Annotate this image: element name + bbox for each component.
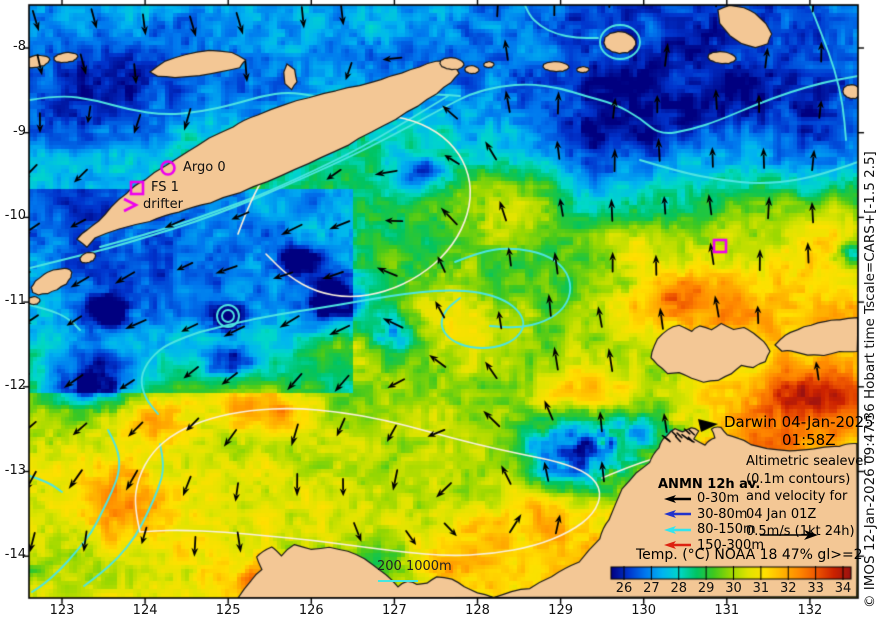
altimetric-note-line: Altimetric sealevel — [746, 454, 867, 469]
lon-tick-label: 123 — [49, 603, 75, 618]
darwin-time-label: 01:58Z — [782, 431, 836, 449]
colorbar-tick-label: 31 — [752, 581, 770, 596]
lon-tick-label: 132 — [797, 603, 823, 618]
colorbar-tick-label: 26 — [615, 581, 633, 596]
lon-tick-label: 131 — [714, 603, 740, 618]
anmn-depth-arrow — [664, 541, 691, 549]
altimetric-note-line: and velocity for — [746, 489, 848, 504]
lon-tick-label: 124 — [132, 603, 158, 618]
station-label-argo: Argo 0 — [183, 160, 226, 175]
lon-tick-label: 125 — [215, 603, 241, 618]
lon-tick-label: 130 — [631, 603, 657, 618]
colorbar-tick-label: 28 — [670, 581, 688, 596]
anmn-depth-label: 30-80m — [697, 506, 748, 522]
anmn-depth-label: 150-300m — [697, 537, 764, 553]
isobath-sample-line — [378, 580, 418, 582]
copyright-text: © IMOS 12-Jan-2026 09:47:36 Hobart time … — [862, 151, 878, 608]
lat-tick-label: -9 — [13, 123, 26, 139]
colorbar-tick-label: 32 — [779, 581, 797, 596]
colorbar-tick-label: 29 — [697, 581, 715, 596]
anmn-depth-label: 0-30m — [697, 491, 740, 506]
lon-tick-label: 126 — [298, 603, 324, 618]
lat-tick-label: -14 — [4, 547, 26, 563]
velocity-scale-arrow — [760, 530, 818, 540]
anmn-depth-arrow — [664, 494, 691, 503]
colorbar-tick-label: 30 — [725, 581, 742, 596]
lat-tick-label: -12 — [4, 377, 26, 393]
station-label-drifter: drifter — [143, 197, 183, 212]
anmn-legend-row: 30-80m — [664, 507, 747, 522]
lon-tick-label: 128 — [465, 603, 490, 618]
anmn-legend-title: ANMN 12h av. — [658, 477, 761, 492]
colorbar-tick-label: 34 — [834, 581, 852, 596]
anmn-legend-row: 80-150m — [664, 522, 756, 537]
lat-tick-label: -11 — [4, 293, 26, 309]
lat-tick-label: -8 — [13, 39, 26, 54]
lon-tick-label: 127 — [381, 603, 407, 618]
darwin-label: Darwin 04-Jan-2025 — [724, 413, 874, 431]
colorbar-tick-label: 33 — [807, 581, 824, 596]
station-label-fs1: FS 1 — [151, 180, 179, 195]
colorbar-title: Temp. (°C) NOAA 18 47% gl>=2 — [636, 547, 863, 563]
lat-tick-label: -10 — [4, 208, 26, 224]
anmn-depth-arrow — [664, 510, 691, 518]
lat-tick-label: -13 — [4, 462, 26, 478]
anmn-depth-arrow — [664, 525, 691, 534]
anmn-legend-row: 0-30m — [664, 491, 739, 506]
altimetric-note-line: 04 Jan 01Z — [746, 506, 817, 522]
isobath-label: 200 1000m — [377, 559, 452, 574]
lon-tick-label: 129 — [548, 603, 573, 618]
anmn-depth-label: 80-150m — [697, 522, 756, 537]
altimetric-note-line: (0.1m contours) — [746, 471, 851, 487]
colorbar-tick-label: 27 — [643, 581, 660, 596]
anmn-legend-row: 150-300m — [664, 538, 764, 553]
